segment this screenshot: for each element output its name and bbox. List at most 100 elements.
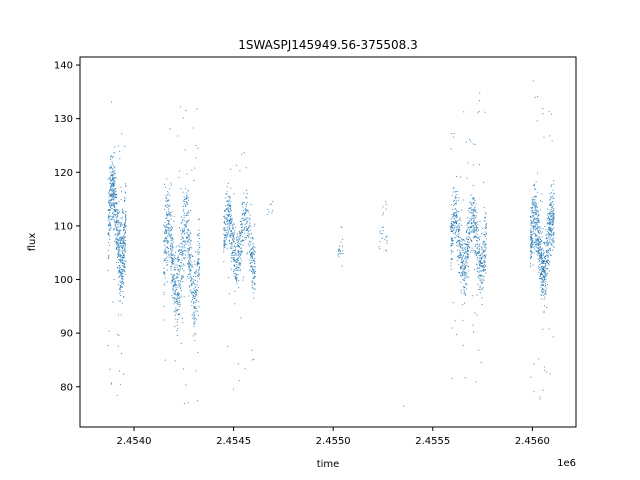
data-point <box>532 201 534 203</box>
data-point <box>535 196 537 198</box>
data-point <box>180 280 182 282</box>
data-point <box>124 216 126 218</box>
data-point <box>182 263 184 265</box>
data-point <box>533 195 535 197</box>
data-point <box>538 230 540 232</box>
data-point <box>471 215 473 217</box>
data-point <box>535 206 537 208</box>
data-point <box>471 217 473 219</box>
data-point <box>473 229 475 231</box>
data-point <box>340 241 342 243</box>
data-point <box>165 224 167 226</box>
data-point <box>535 195 537 197</box>
data-point <box>186 236 188 238</box>
data-point <box>533 211 535 213</box>
data-point <box>549 242 551 244</box>
data-point <box>530 228 532 230</box>
data-point <box>475 381 477 383</box>
data-point <box>194 340 196 342</box>
data-point <box>166 214 168 216</box>
data-point <box>117 209 119 211</box>
data-point <box>250 254 252 256</box>
data-point <box>119 275 121 277</box>
data-point <box>111 216 113 218</box>
data-point <box>475 236 477 238</box>
data-point <box>470 140 472 142</box>
data-point <box>182 255 184 257</box>
data-point <box>223 216 225 218</box>
data-point <box>169 245 171 247</box>
data-point <box>175 277 177 279</box>
data-point <box>192 266 194 268</box>
data-point <box>175 287 177 289</box>
data-point <box>226 230 228 232</box>
data-point <box>173 215 175 217</box>
data-point <box>121 282 123 284</box>
data-point <box>114 193 116 195</box>
data-point <box>552 242 554 244</box>
data-point <box>235 278 237 280</box>
data-point <box>189 253 191 255</box>
data-point <box>186 201 188 203</box>
data-point <box>461 254 463 256</box>
data-point <box>122 252 124 254</box>
data-point <box>228 208 230 210</box>
data-point <box>464 243 466 245</box>
data-point <box>546 307 548 309</box>
data-point <box>476 271 478 273</box>
data-point <box>549 204 551 206</box>
data-point <box>123 253 125 255</box>
data-point <box>189 290 191 292</box>
data-point <box>472 198 474 200</box>
data-point <box>551 211 553 213</box>
data-point <box>475 203 477 205</box>
data-point <box>551 228 553 230</box>
data-point <box>117 242 119 244</box>
data-point <box>458 272 460 274</box>
data-point <box>474 251 476 253</box>
data-point <box>479 270 481 272</box>
data-point <box>170 227 172 229</box>
data-point <box>484 264 486 266</box>
data-point <box>546 275 548 277</box>
data-point <box>228 239 230 241</box>
data-point <box>197 263 199 265</box>
data-point <box>182 237 184 239</box>
data-point <box>239 233 241 235</box>
data-point <box>233 270 235 272</box>
data-point <box>228 213 230 215</box>
data-point <box>535 246 537 248</box>
data-point <box>195 301 197 303</box>
data-point <box>122 217 124 219</box>
data-point <box>239 232 241 234</box>
data-point <box>187 212 189 214</box>
data-point <box>121 273 123 275</box>
data-point <box>119 259 121 261</box>
data-point <box>530 250 532 252</box>
data-point <box>543 281 545 283</box>
data-point <box>459 252 461 254</box>
data-point <box>460 275 462 277</box>
data-point <box>463 111 465 113</box>
data-point <box>475 244 477 246</box>
data-point <box>118 244 120 246</box>
data-point <box>196 400 198 402</box>
data-point <box>464 260 466 262</box>
data-point <box>550 254 552 256</box>
data-point <box>121 211 123 213</box>
data-point <box>461 256 463 258</box>
data-point <box>198 234 200 236</box>
data-point <box>180 251 182 253</box>
data-point <box>199 278 201 280</box>
data-point <box>340 226 342 228</box>
data-point <box>165 229 167 231</box>
data-point <box>194 318 196 320</box>
data-point <box>175 307 177 309</box>
data-point <box>108 224 110 226</box>
data-point <box>113 191 115 193</box>
data-point <box>454 208 456 210</box>
data-point <box>544 265 546 267</box>
data-point <box>246 217 248 219</box>
data-point <box>194 297 196 299</box>
data-point <box>172 238 174 240</box>
